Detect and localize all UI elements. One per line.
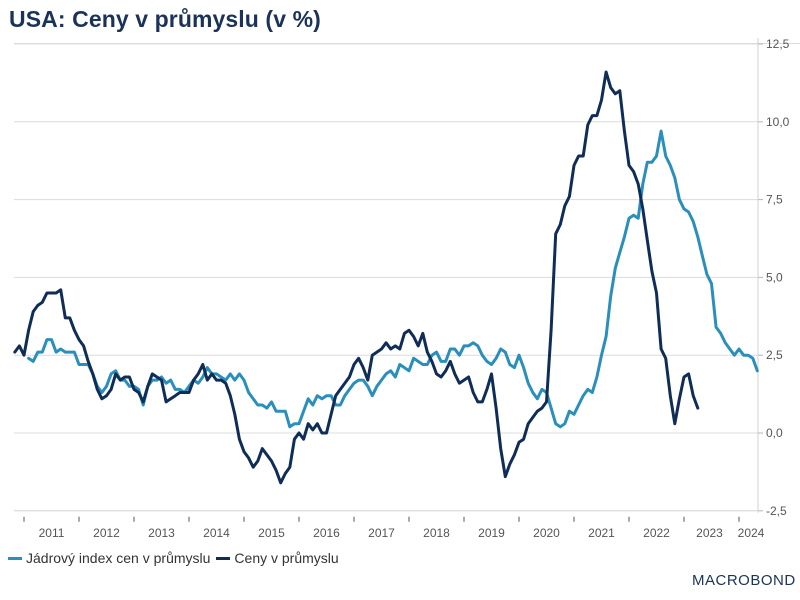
legend-label-core-index: Jádrový index cen v průmyslu [26,550,211,566]
x-axis: 2011 2012 2013 2014 2015 2016 2017 2018 2019 2020… [14,510,765,540]
x-tick-label: 2015 [258,526,285,540]
series-line-industrial-prices [13,70,700,485]
x-tick-label: 2018 [423,526,450,540]
gridlines [14,43,758,512]
y-tick-label: 10,0 [766,115,790,129]
x-tick-label: 2017 [368,526,395,540]
y-tick-label: 2,5 [766,348,783,362]
x-tick-label: 2013 [148,526,175,540]
x-tick-label: 2020 [533,526,560,540]
line-chart: 12,510,07,55,02,50,0-2,5 2011 2012 2013 201… [13,37,790,540]
series-lines [13,70,759,485]
legend: Jádrový index cen v průmyslu Ceny v prům… [8,550,345,566]
x-tick-label: 2014 [203,526,230,540]
legend-swatch-industrial-prices [216,556,231,560]
x-tick-label: 2016 [313,526,340,540]
legend-label-industrial-prices: Ceny v průmyslu [234,550,339,566]
x-tick-label: 2022 [643,526,670,540]
y-axis: 12,5 10,0 7,5 5,0 2,5 0,0 -2,5 [757,37,790,518]
x-tick-label: 2023 [696,526,723,540]
y-tick-label: 12,5 [766,37,790,51]
x-tick-label: 2012 [93,526,120,540]
y-tick-label: -2,5 [766,504,787,518]
series-line-core-index [27,129,759,429]
legend-swatch-core-index [8,556,22,560]
x-tick-label: 2024 [738,526,765,540]
x-tick-label: 2019 [478,526,505,540]
y-tick-label: 7,5 [766,193,783,207]
legend-item-core-index: Jádrový index cen v průmyslu [8,550,210,566]
x-tick-label: 2011 [39,526,65,540]
x-tick-label: 2021 [588,526,615,540]
y-tick-label: 0,0 [766,426,783,440]
macrobond-logo: MACROBOND [692,572,796,589]
y-tick-label: 5,0 [766,270,783,284]
chart-title: USA: Ceny v průmyslu (v %) [9,6,321,32]
legend-item-industrial-prices: Ceny v průmyslu [216,550,339,566]
